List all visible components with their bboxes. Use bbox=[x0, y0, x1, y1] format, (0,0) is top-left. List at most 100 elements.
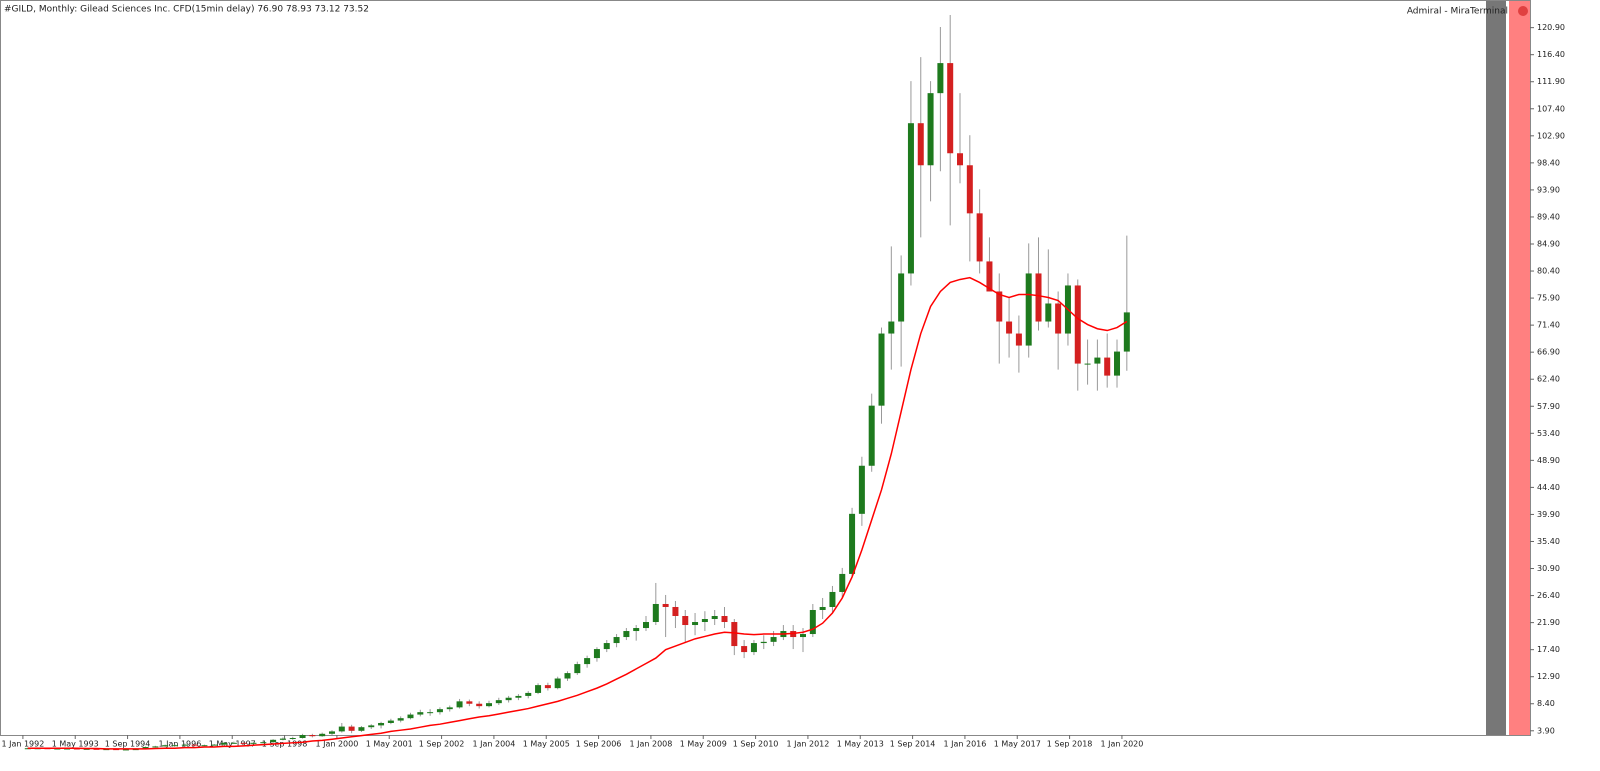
candle-body bbox=[309, 735, 316, 737]
x-tick-label: 1 Sep 1994 bbox=[105, 740, 151, 749]
candle-body bbox=[436, 709, 443, 713]
candle-body bbox=[93, 748, 100, 750]
side-panel-red bbox=[1509, 1, 1530, 735]
candle-body bbox=[937, 63, 944, 94]
x-tick-label: 1 Jan 2012 bbox=[786, 740, 829, 749]
candle-body bbox=[1084, 363, 1091, 365]
y-tick-label: 39.90 bbox=[1537, 510, 1560, 519]
candle-body bbox=[113, 749, 120, 751]
candle-body bbox=[584, 658, 591, 665]
candle-body bbox=[387, 720, 394, 723]
candle-body bbox=[152, 746, 159, 748]
x-tick-label: 1 Jan 2000 bbox=[315, 740, 358, 749]
candle-body bbox=[544, 685, 551, 689]
y-tick-label: 35.40 bbox=[1537, 537, 1560, 546]
candle-body bbox=[603, 643, 610, 650]
candle-body bbox=[299, 735, 306, 739]
candle-body bbox=[819, 606, 826, 610]
candle-body bbox=[230, 742, 237, 744]
x-tick-label: 1 Jan 2020 bbox=[1100, 740, 1143, 749]
candle-body bbox=[1123, 312, 1130, 352]
candle-body bbox=[662, 603, 669, 607]
candle-body bbox=[927, 93, 934, 166]
candle-body bbox=[260, 742, 267, 744]
x-tick-label: 1 May 2013 bbox=[837, 740, 884, 749]
y-tick-label: 116.40 bbox=[1537, 50, 1565, 59]
candle-body bbox=[505, 697, 512, 701]
candle-body bbox=[466, 701, 473, 704]
candle-body bbox=[289, 738, 296, 740]
candle-body bbox=[682, 616, 689, 626]
terminal-icon bbox=[1518, 6, 1528, 16]
candle-body bbox=[446, 707, 453, 710]
candle-body bbox=[397, 718, 404, 721]
y-tick-label: 17.40 bbox=[1537, 645, 1560, 654]
candle-body bbox=[613, 637, 620, 644]
x-tick-label: 1 Sep 2014 bbox=[890, 740, 936, 749]
candle-body bbox=[849, 513, 856, 574]
candle-body bbox=[858, 465, 865, 514]
candle-body bbox=[348, 726, 355, 731]
candle-body bbox=[64, 748, 71, 750]
candle-body bbox=[554, 678, 561, 689]
candle-body bbox=[809, 609, 816, 635]
x-tick-label: 1 Sep 2018 bbox=[1047, 740, 1093, 749]
candle-body bbox=[1035, 273, 1042, 322]
candle-body bbox=[368, 725, 375, 728]
candle-body bbox=[328, 731, 335, 734]
candle-body bbox=[1114, 351, 1121, 376]
plot-frame bbox=[0, 0, 1531, 736]
candle-body bbox=[1104, 357, 1111, 376]
y-tick-label: 30.90 bbox=[1537, 564, 1560, 573]
y-tick-label: 120.90 bbox=[1537, 23, 1565, 32]
x-tick-label: 1 Sep 2002 bbox=[419, 740, 465, 749]
y-tick-label: 75.90 bbox=[1537, 294, 1560, 303]
x-tick-label: 1 Jan 2016 bbox=[943, 740, 986, 749]
y-tick-label: 53.40 bbox=[1537, 429, 1560, 438]
candle-body bbox=[996, 291, 1003, 322]
candle-body bbox=[701, 619, 708, 623]
y-tick-label: 71.40 bbox=[1537, 321, 1560, 330]
candle-body bbox=[83, 748, 90, 750]
candle-body bbox=[211, 744, 218, 746]
y-tick-label: 12.90 bbox=[1537, 672, 1560, 681]
candle-body bbox=[692, 622, 699, 626]
candle-body bbox=[427, 712, 434, 714]
candle-body bbox=[898, 273, 905, 322]
candle-body bbox=[142, 747, 149, 750]
x-tick-label: 1 May 1993 bbox=[52, 740, 99, 749]
y-tick-label: 3.90 bbox=[1537, 726, 1555, 735]
candle-body bbox=[338, 726, 345, 732]
y-tick-label: 26.40 bbox=[1537, 591, 1560, 600]
candle-body bbox=[73, 748, 80, 750]
y-tick-label: 62.40 bbox=[1537, 375, 1560, 384]
candle-body bbox=[652, 603, 659, 623]
x-tick-label: 1 May 2017 bbox=[994, 740, 1041, 749]
candle-body bbox=[957, 153, 964, 166]
y-tick-label: 84.90 bbox=[1537, 239, 1560, 248]
candle-body bbox=[770, 637, 777, 642]
candle-body bbox=[643, 622, 650, 629]
candle-body bbox=[476, 703, 483, 707]
chart-title: #GILD, Monthly: Gilead Sciences Inc. CFD… bbox=[4, 5, 369, 15]
candle-body bbox=[829, 591, 836, 607]
candle-body bbox=[103, 749, 110, 751]
candle-body bbox=[976, 213, 983, 262]
candle-body bbox=[456, 701, 463, 708]
candle-body bbox=[1045, 303, 1052, 322]
y-tick-label: 107.40 bbox=[1537, 104, 1565, 113]
candle-body bbox=[54, 748, 61, 750]
candle-body bbox=[800, 634, 807, 638]
candle-body bbox=[1015, 333, 1022, 346]
y-tick-label: 98.40 bbox=[1537, 158, 1560, 167]
candle-body bbox=[917, 123, 924, 166]
candle-body bbox=[162, 745, 169, 747]
candle-body bbox=[201, 745, 208, 747]
candle-body bbox=[515, 695, 522, 698]
x-tick-label: 1 Jan 1996 bbox=[158, 740, 201, 749]
y-tick-label: 102.90 bbox=[1537, 131, 1565, 140]
candle-body bbox=[947, 63, 954, 154]
y-tick-label: 21.90 bbox=[1537, 618, 1560, 627]
y-tick-label: 80.40 bbox=[1537, 267, 1560, 276]
